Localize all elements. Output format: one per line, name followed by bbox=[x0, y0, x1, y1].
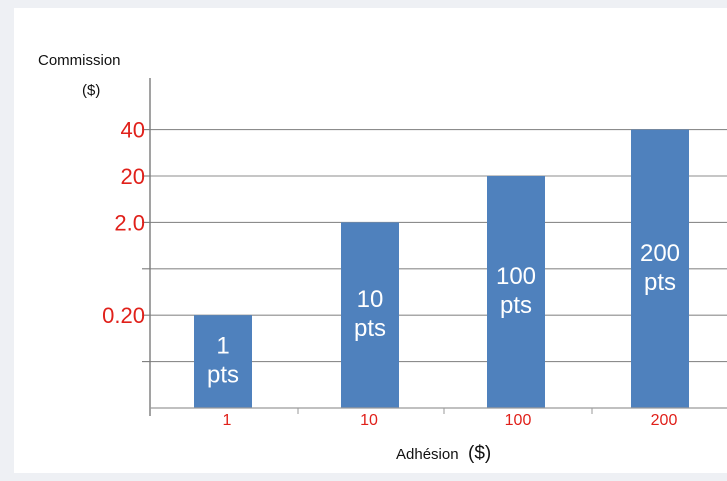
y-tick-labels: 40 20 2.0 0.20 bbox=[102, 118, 145, 329]
bar-data-label: pts bbox=[207, 362, 239, 389]
x-tick-label: 1 bbox=[223, 412, 232, 429]
y-axis-label: Commission bbox=[38, 52, 121, 69]
bar-data-label: 10 bbox=[357, 286, 384, 313]
y-tick-label: 2.0 bbox=[114, 210, 145, 235]
bar-100 bbox=[487, 176, 545, 408]
y-tick-label: 0.20 bbox=[102, 303, 145, 328]
y-tick-label: 40 bbox=[121, 118, 145, 143]
y-axis-unit: ($) bbox=[82, 82, 100, 99]
bar-200 bbox=[631, 129, 689, 408]
bar-data-label: pts bbox=[500, 292, 532, 319]
x-axis-unit: ($) bbox=[468, 443, 491, 464]
x-tick-labels: 1 10 100 200 bbox=[223, 408, 678, 429]
x-tick-label: 10 bbox=[360, 412, 378, 429]
x-axis-label: Adhésion bbox=[396, 446, 459, 463]
bar-1 bbox=[194, 315, 252, 408]
bar-data-label: pts bbox=[354, 315, 386, 342]
bar-data-label: pts bbox=[644, 269, 676, 296]
y-tick-label: 20 bbox=[121, 164, 145, 189]
x-tick-label: 100 bbox=[505, 412, 532, 429]
bar-data-label: 1 bbox=[216, 333, 229, 360]
bar-data-label: 200 bbox=[640, 240, 680, 267]
bar-10 bbox=[341, 222, 399, 408]
x-tick-label: 200 bbox=[651, 412, 678, 429]
chart-card: Commission ($) 1 pts 10 pts 100 pts 200 pts 40 2… bbox=[14, 8, 727, 473]
svg-text:Adhésion ($): Adhésion ($) bbox=[396, 443, 491, 464]
bar-data-label: 100 bbox=[496, 263, 536, 290]
